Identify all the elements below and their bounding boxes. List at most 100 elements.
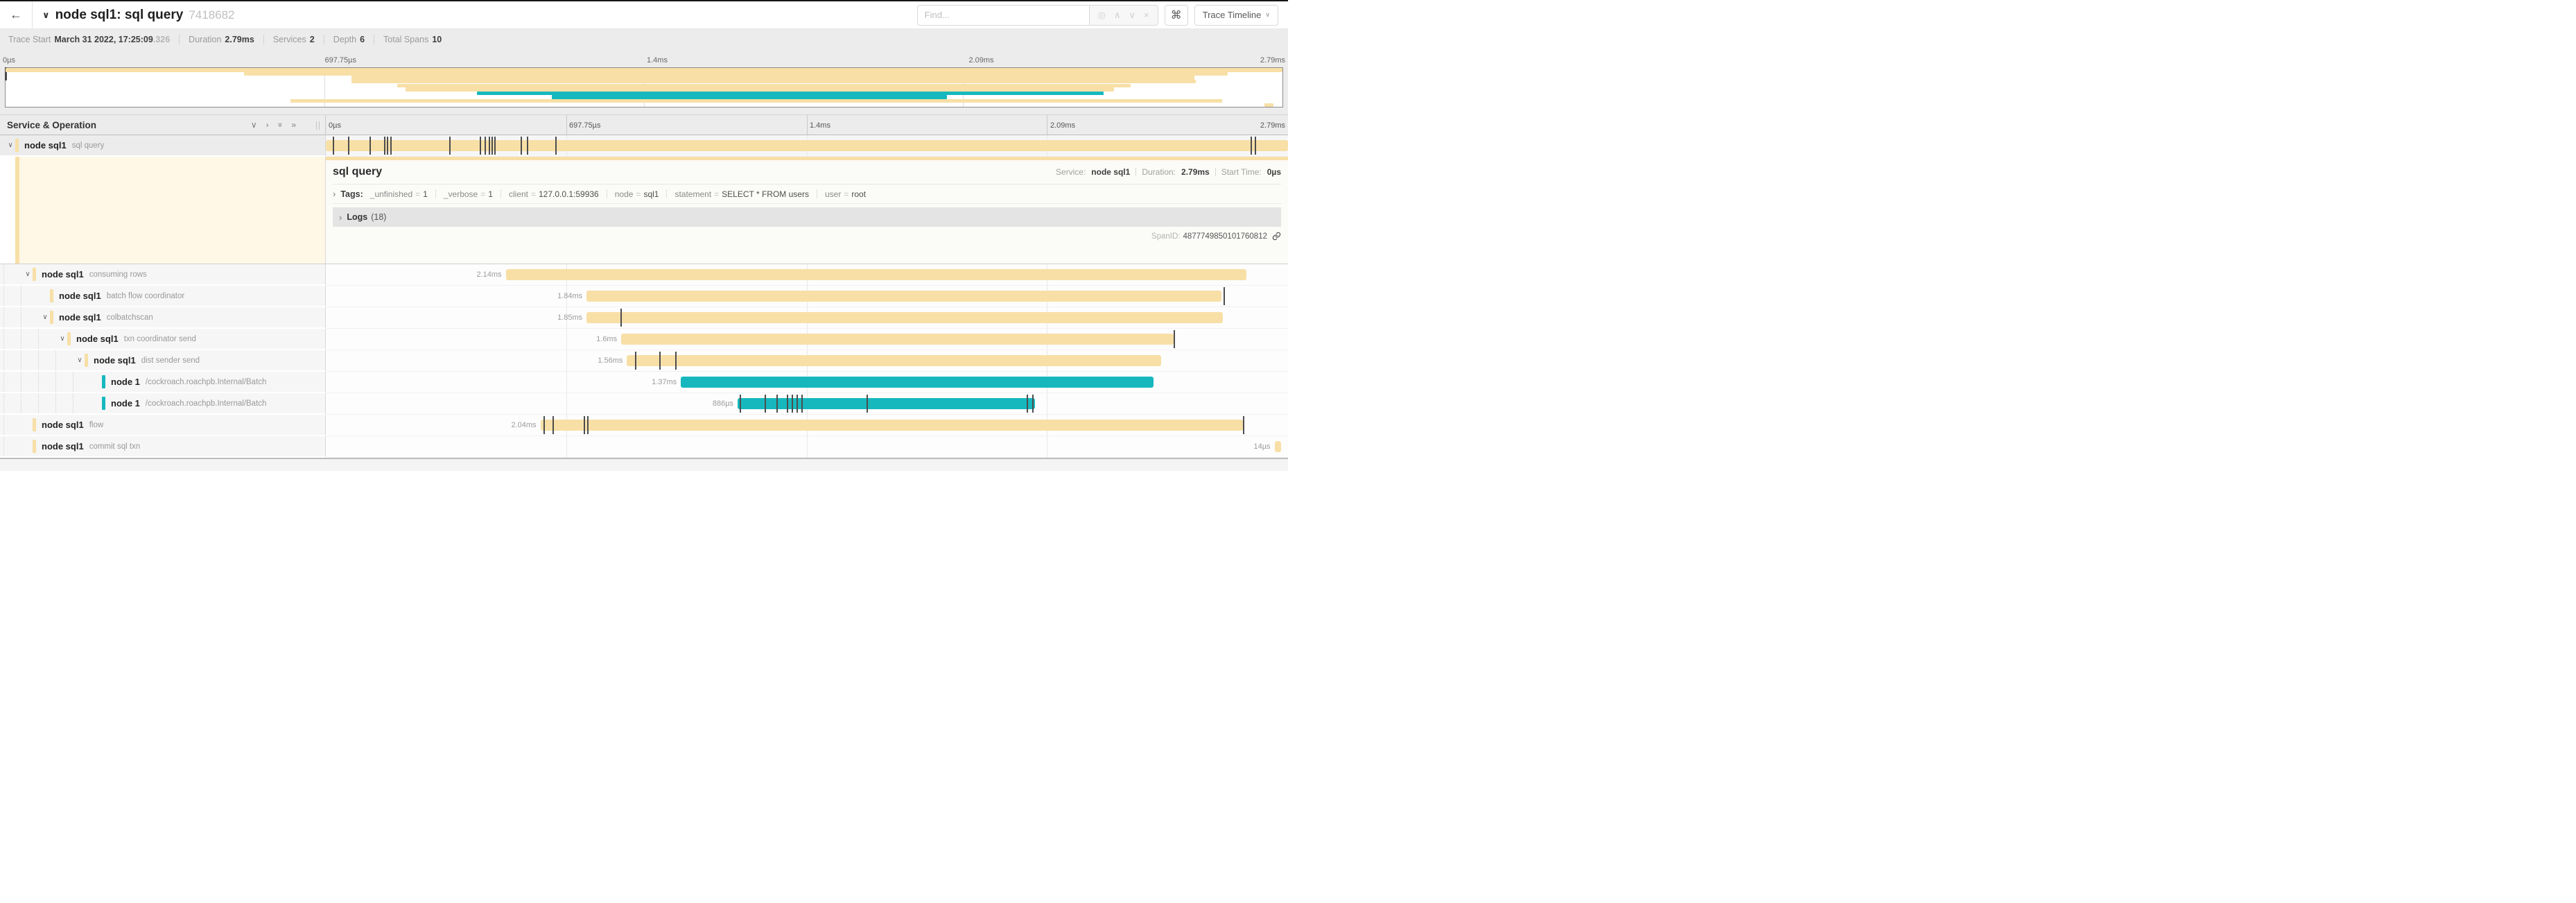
span-timeline-cell[interactable]: 2.04ms [326, 415, 1288, 436]
span-tree-cell[interactable]: ∨ node sql1 sql query [0, 135, 326, 157]
log-marker-tick[interactable] [333, 137, 335, 155]
log-marker-tick[interactable] [797, 395, 799, 413]
log-marker-tick[interactable] [740, 395, 742, 413]
span-duration-bar[interactable] [681, 377, 1154, 388]
trace-collapse-chevron-icon[interactable]: ∨ [42, 9, 50, 20]
log-marker-tick[interactable] [776, 395, 778, 413]
log-marker-tick[interactable] [491, 137, 494, 155]
log-marker-tick[interactable] [634, 352, 636, 370]
log-marker-tick[interactable] [543, 416, 546, 434]
log-marker-tick[interactable] [675, 352, 677, 370]
span-tree-cell[interactable]: ∨ node sql1 consuming rows [0, 264, 326, 286]
span-timeline-cell[interactable]: 886µs [326, 393, 1288, 415]
expand-all-icon[interactable]: » [291, 120, 296, 130]
log-marker-tick[interactable] [383, 137, 385, 155]
tags-accordion[interactable]: › Tags: _unfinished = 1 _verbose = 1 client = 12… [333, 184, 1281, 204]
span-timeline-cell[interactable]: 14µs [326, 436, 1288, 458]
log-marker-tick[interactable] [369, 137, 371, 155]
log-marker-tick[interactable] [1032, 395, 1034, 413]
log-marker-tick[interactable] [390, 137, 392, 155]
column-resize-grip[interactable] [316, 121, 320, 130]
log-marker-tick[interactable] [1174, 330, 1176, 348]
log-marker-tick[interactable] [485, 137, 487, 155]
minimap-canvas[interactable] [5, 67, 1283, 108]
log-marker-tick[interactable] [480, 137, 482, 155]
log-marker-tick[interactable] [620, 309, 623, 327]
log-marker-tick[interactable] [527, 137, 529, 155]
log-marker-tick[interactable] [552, 416, 554, 434]
log-marker-tick[interactable] [520, 137, 522, 155]
span-duration-bar[interactable] [738, 398, 1035, 409]
span-tree-cell[interactable]: node sql1 flow [0, 415, 326, 436]
copy-link-icon[interactable] [1272, 232, 1281, 241]
span-duration-bar[interactable] [621, 334, 1174, 345]
span-duration-bar[interactable] [326, 140, 1288, 151]
log-marker-tick[interactable] [494, 137, 496, 155]
log-marker-tick[interactable] [765, 395, 767, 413]
trace-id: 7418682 [189, 8, 235, 22]
span-timeline-cell[interactable]: 2.14ms [326, 264, 1288, 286]
span-timeline-cell[interactable]: 1.6ms [326, 329, 1288, 350]
log-marker-tick[interactable] [1026, 395, 1028, 413]
log-marker-tick[interactable] [1251, 137, 1253, 155]
log-marker-tick[interactable] [586, 416, 589, 434]
span-tree-cell[interactable]: ∨ node sql1 txn coordinator send [0, 329, 326, 350]
span-timeline-cell[interactable]: 1.85ms [326, 307, 1288, 329]
span-timeline-cell[interactable] [326, 135, 1288, 157]
span-duration-bar[interactable] [505, 269, 1247, 280]
next-match-icon[interactable]: ∨ [1129, 9, 1136, 20]
log-marker-tick[interactable] [801, 395, 803, 413]
span-duration-bar[interactable] [1274, 441, 1282, 452]
log-marker-tick[interactable] [584, 416, 586, 434]
span-duration-bar[interactable] [586, 291, 1222, 302]
log-marker-tick[interactable] [386, 137, 388, 155]
prev-match-icon[interactable]: ∧ [1114, 9, 1121, 20]
detail-span-stats: Service: node sql1 Duration: 2.79ms Start … [1056, 167, 1281, 177]
collapse-all-icon[interactable]: » [275, 122, 285, 128]
collapse-one-icon[interactable]: ∨ [250, 120, 257, 130]
row-chevron-icon[interactable]: ∨ [25, 270, 31, 278]
logs-accordion[interactable]: › Logs (18) [333, 207, 1281, 227]
clear-find-icon[interactable]: × [1144, 10, 1149, 20]
log-marker-tick[interactable] [348, 137, 350, 155]
log-marker-tick[interactable] [867, 395, 869, 413]
span-duration-bar[interactable] [540, 420, 1243, 431]
log-marker-tick[interactable] [555, 137, 557, 155]
trace-view-dropdown[interactable]: Trace Timeline ∨ [1194, 4, 1278, 26]
log-marker-tick[interactable] [1243, 416, 1245, 434]
log-marker-tick[interactable] [449, 137, 451, 155]
span-row: node sql1 flow 2.04ms [0, 415, 1288, 436]
span-tree-cell[interactable]: node 1 /cockroach.roachpb.Internal/Batch [0, 372, 326, 393]
expand-one-icon[interactable]: › [266, 120, 269, 130]
log-marker-tick[interactable] [1223, 287, 1225, 305]
bottom-scroll-strip[interactable] [0, 458, 1288, 471]
span-row: ∨ node sql1 txn coordinator send 1.6ms [0, 329, 1288, 350]
row-chevron-icon[interactable]: ∨ [8, 141, 13, 149]
log-marker-tick[interactable] [787, 395, 789, 413]
row-chevron-icon[interactable]: ∨ [77, 356, 82, 364]
match-highlight-icon[interactable]: ◎ [1097, 9, 1106, 20]
span-duration-bar[interactable] [627, 355, 1161, 366]
back-button[interactable]: ← [0, 1, 33, 28]
span-timeline-cell[interactable]: 1.37ms [326, 372, 1288, 393]
log-marker-tick[interactable] [659, 352, 661, 370]
minimap-left-drag-handle[interactable] [5, 67, 7, 80]
span-tree-cell[interactable]: node sql1 commit sql txn [0, 436, 326, 458]
span-tree-cell[interactable]: ∨ node sql1 colbatchscan [0, 307, 326, 329]
keyboard-shortcuts-button[interactable]: ⌘ [1164, 4, 1188, 26]
row-chevron-icon[interactable]: ∨ [60, 335, 65, 343]
detail-span-title: sql query [333, 166, 383, 178]
log-marker-tick[interactable] [1254, 137, 1256, 155]
log-marker-tick[interactable] [792, 395, 794, 413]
span-duration-bar[interactable] [586, 312, 1223, 323]
span-tree-cell[interactable]: ∨ node sql1 dist sender send [0, 350, 326, 372]
span-row: node sql1 commit sql txn 14µs [0, 436, 1288, 458]
find-input[interactable] [916, 4, 1089, 26]
span-timeline-cell[interactable]: 1.84ms [326, 286, 1288, 307]
row-chevron-icon[interactable]: ∨ [42, 313, 48, 321]
span-tree-cell[interactable]: node sql1 batch flow coordinator [0, 286, 326, 307]
log-marker-tick[interactable] [488, 137, 490, 155]
span-timeline-cell[interactable]: 1.56ms [326, 350, 1288, 372]
span-color-bar [15, 139, 19, 152]
span-tree-cell[interactable]: node 1 /cockroach.roachpb.Internal/Batch [0, 393, 326, 415]
